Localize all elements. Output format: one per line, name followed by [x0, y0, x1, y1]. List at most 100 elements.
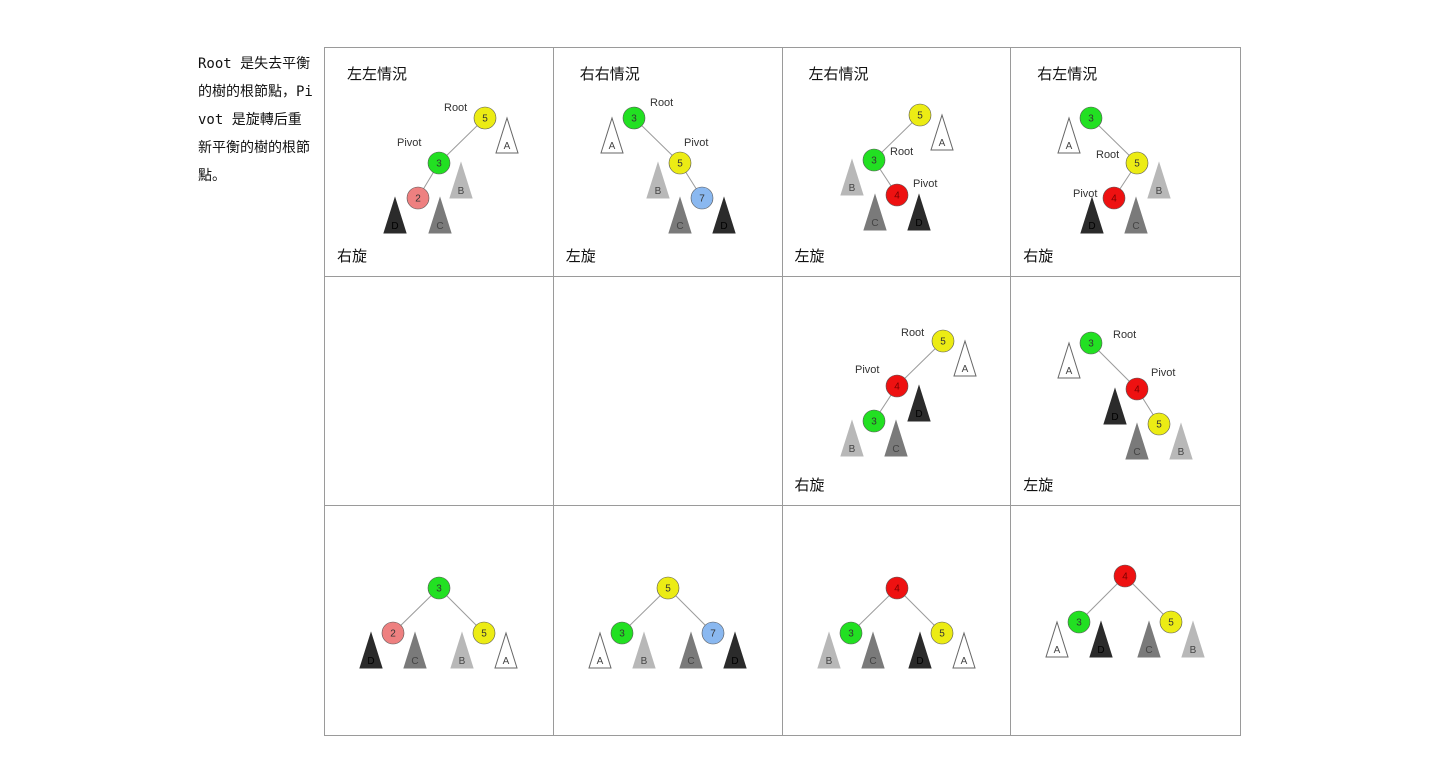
- case-cell: D C B A 3 2 5: [325, 506, 554, 735]
- subtree-triangle: [723, 631, 747, 669]
- subtree-triangle: [1045, 620, 1069, 658]
- subtree-label: A: [960, 656, 967, 667]
- subtree-label: C: [871, 218, 878, 229]
- subtree-label: A: [596, 656, 603, 667]
- subtree-label: B: [1156, 186, 1163, 197]
- node-value: 3: [1088, 114, 1094, 125]
- tree-node: [885, 576, 908, 600]
- subtree-triangle: [679, 631, 703, 669]
- subtree-label: B: [848, 444, 855, 455]
- node-value: 4: [1111, 194, 1117, 205]
- tree-node: [1147, 412, 1171, 436]
- node-value: 3: [871, 417, 877, 428]
- intro-text: Root 是失去平衡的樹的根節點，Pivot 是旋轉后重新平衡的樹的根節點。: [198, 56, 313, 184]
- tree-node: [1159, 610, 1183, 634]
- subtree-triangle: [1057, 341, 1081, 379]
- node-value: 5: [940, 337, 946, 348]
- node-value: 3: [848, 629, 854, 640]
- subtree-triangle: [1103, 387, 1127, 425]
- node-value: 4: [894, 191, 900, 202]
- subtree-triangle: [860, 631, 885, 669]
- subtree-label: C: [436, 221, 443, 232]
- tree-diagram: B C D A 4 3 5: [816, 576, 976, 669]
- node-value: 3: [619, 629, 625, 640]
- pivot-label: Pivot: [1073, 188, 1097, 200]
- tree-node: [701, 621, 725, 645]
- subtree-label: C: [869, 656, 876, 667]
- tree-node: [1125, 151, 1149, 175]
- root-label: Root: [1113, 329, 1136, 341]
- node-value: 5: [939, 629, 945, 640]
- subtree-triangle: [883, 419, 908, 457]
- node-value: 5: [1134, 159, 1140, 170]
- tree-node: [610, 621, 634, 645]
- root-label: Root: [890, 146, 913, 158]
- tree-node: [1125, 377, 1149, 401]
- case-cell: 左旋 A D C B 3 4 5 Root Pivot: [1011, 277, 1240, 506]
- subtree-label: D: [915, 409, 922, 420]
- tree-diagram: A B C D 5 3 4 Root Pivot: [839, 103, 954, 231]
- subtree-label: D: [391, 221, 398, 232]
- case-cell: B C D A 4 3 5: [783, 506, 1012, 735]
- subtree-triangle: [952, 339, 977, 377]
- subtree-label: C: [1146, 645, 1153, 656]
- subtree-triangle: [906, 384, 931, 422]
- case-cell: 右右情況 左旋 A B C D 3 5 7 Root Pivot: [553, 48, 783, 277]
- case-title: 左右情況: [808, 65, 869, 83]
- case-cell: [325, 277, 554, 506]
- subtree-label: A: [504, 141, 511, 152]
- subtree-triangle: [428, 196, 452, 234]
- subtree-label: D: [915, 218, 922, 229]
- case-cell: A B C D 5 3 7: [554, 506, 783, 735]
- subtree-triangle: [495, 116, 519, 154]
- tree-node: [381, 621, 405, 645]
- tree-node: [1113, 564, 1137, 588]
- case-title: 左左情況: [347, 65, 408, 83]
- tree-node: [668, 151, 692, 175]
- subtree-label: D: [916, 656, 923, 667]
- tree-node: [908, 103, 931, 127]
- tree-node: [862, 409, 885, 433]
- subtree-triangle: [929, 113, 954, 151]
- node-value: 5: [1168, 618, 1174, 629]
- tree-diagram: A D C B 4 3 5: [1045, 564, 1205, 658]
- root-label: Root: [1096, 149, 1119, 161]
- tree-node: [862, 148, 885, 172]
- node-value: 2: [415, 194, 421, 205]
- subtree-label: B: [825, 656, 832, 667]
- tree-diagram: [325, 277, 554, 506]
- subtree-triangle: [906, 193, 931, 231]
- node-value: 7: [710, 629, 716, 640]
- subtree-triangle: [383, 196, 407, 234]
- subtree-label: A: [938, 138, 945, 149]
- subtree-triangle: [1057, 116, 1081, 154]
- tree-diagram: A B D C 3 5 4 Root Pivot: [1057, 106, 1171, 234]
- subtree-label: B: [1190, 645, 1197, 656]
- tree-node: [622, 106, 646, 130]
- subtree-triangle: [646, 161, 670, 199]
- node-value: 5: [1156, 420, 1162, 431]
- tree-node: [1079, 331, 1103, 355]
- tree-diagram: A B C D 3 5 7 Root Pivot: [600, 97, 736, 234]
- root-label: Root: [650, 97, 673, 109]
- tree-node: [839, 621, 862, 645]
- subtree-label: B: [1178, 447, 1185, 458]
- subtree-triangle: [449, 161, 473, 199]
- subtree-triangle: [359, 631, 383, 669]
- subtree-triangle: [1169, 422, 1193, 460]
- tree-node: [406, 186, 430, 210]
- subtree-label: A: [608, 141, 615, 152]
- subtree-triangle: [1089, 620, 1113, 658]
- subtree-triangle: [588, 631, 612, 669]
- subtree-label: D: [1089, 221, 1096, 232]
- node-value: 3: [871, 156, 877, 167]
- root-label: Root: [444, 102, 467, 114]
- subtree-triangle: [951, 631, 976, 669]
- subtree-triangle: [1137, 620, 1161, 658]
- pivot-label: Pivot: [1151, 367, 1175, 379]
- node-value: 3: [1076, 618, 1082, 629]
- tree-node: [931, 329, 954, 353]
- tree-node: [473, 106, 497, 130]
- tree-diagram: D C B A 3 2 5: [359, 576, 518, 669]
- root-label: Root: [901, 327, 924, 339]
